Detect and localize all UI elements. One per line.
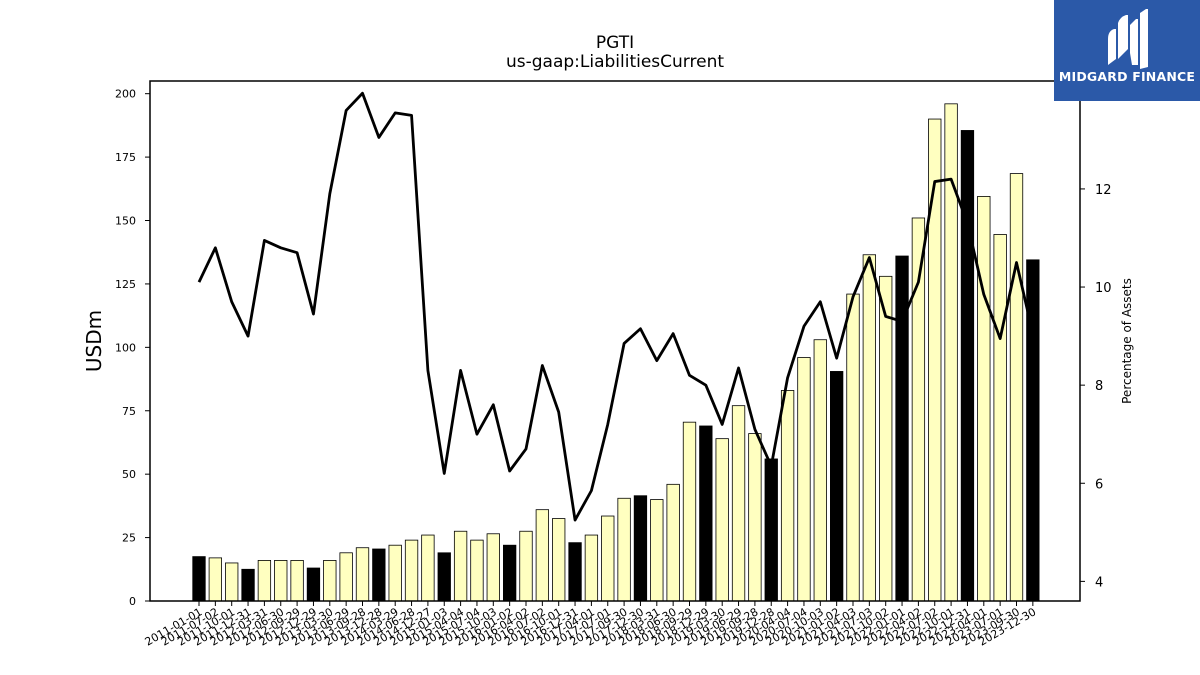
bar-2011-12-31: [241, 568, 255, 602]
bar-2021-04-03: [846, 293, 860, 602]
logo-text: MIDGARD FINANCE: [1058, 69, 1196, 84]
left-tick-label: 150: [115, 215, 136, 228]
percentage-line: [197, 91, 1035, 522]
bar-2017-04-01: [584, 534, 599, 602]
bar-2012-03-31: [257, 560, 272, 602]
bar-2013-12-28: [372, 548, 386, 602]
bar-2018-12-29: [699, 425, 713, 602]
bar-2022-07-02: [928, 118, 942, 602]
y-axis-label: USDm: [82, 310, 106, 372]
bar-2021-01-02: [830, 371, 844, 602]
bar-2023-09-30: [1009, 173, 1024, 602]
bar-2016-10-01: [552, 518, 566, 602]
midgard-logo-icon: [1108, 9, 1148, 69]
left-tick-label: 200: [115, 88, 136, 101]
right-tick-label: 12: [1095, 183, 1112, 198]
bar-2011-01-01: [192, 556, 206, 602]
bar-2017-07-01: [601, 515, 615, 602]
line-series: [197, 91, 1035, 522]
bar-2011-07-02: [208, 557, 223, 602]
bar-2013-09-28: [355, 547, 370, 602]
bar-2021-07-03: [862, 254, 876, 602]
right-axis-ticks: 4 6 8 10 12: [1080, 183, 1112, 590]
bar-2019-12-28: [764, 458, 778, 602]
bar-2020-04-04: [780, 390, 795, 602]
bar-2011-10-01: [225, 562, 239, 602]
left-tick-label: 75: [122, 405, 136, 418]
left-tick-label: 25: [122, 532, 136, 545]
right-tick-label: 4: [1095, 575, 1103, 590]
bar-2012-06-30: [274, 560, 288, 602]
right-tick-label: 10: [1095, 281, 1112, 296]
bar-2016-04-02: [519, 530, 533, 602]
y2-axis-label: Percentage of Assets: [1120, 278, 1134, 404]
bar-2018-06-30: [666, 483, 680, 602]
x-axis-ticks: 2011-01-012011-07-022011-10-012011-12-31…: [143, 601, 1038, 649]
bar-2014-03-29: [388, 544, 402, 602]
right-tick-label: 8: [1095, 379, 1103, 394]
bar-2016-12-31: [568, 542, 582, 602]
bar-2013-06-29: [339, 552, 353, 602]
bar-2017-09-30: [617, 497, 631, 602]
chart-title: PGTI: [595, 33, 635, 53]
bar-2019-09-28: [748, 433, 762, 602]
bar-2023-04-01: [977, 196, 991, 602]
right-tick-label: 6: [1095, 477, 1103, 492]
left-tick-label: 0: [129, 595, 136, 608]
bar-2012-12-29: [306, 567, 321, 602]
bar-2012-09-29: [290, 560, 304, 602]
bar-2014-12-27: [421, 534, 435, 602]
left-tick-label: 100: [115, 341, 136, 354]
bar-2018-03-31: [650, 499, 664, 602]
bar-2013-03-30: [323, 560, 337, 602]
bar-2014-06-28: [404, 539, 419, 602]
bar-2020-10-03: [813, 339, 827, 602]
bar-2022-12-31: [960, 130, 975, 602]
brand-logo: MIDGARD FINANCE: [1054, 0, 1200, 101]
bar-2018-09-29: [682, 421, 697, 602]
bar-2019-03-30: [715, 438, 729, 602]
bar-2015-01-03: [437, 552, 451, 602]
left-tick-label: 125: [115, 278, 136, 291]
left-tick-label: 50: [122, 468, 136, 481]
bar-2015-04-04: [453, 530, 468, 602]
left-tick-label: 175: [115, 151, 136, 164]
bar-2016-01-02: [502, 544, 517, 602]
chart-subtitle: us-gaap:LiabilitiesCurrent: [505, 52, 725, 72]
bar-2023-07-01: [993, 234, 1007, 602]
left-axis-ticks: 0 25 50 75 100 125 150 175 200: [115, 88, 150, 608]
bar-2017-12-30: [633, 495, 648, 602]
bar-2015-10-03: [486, 533, 500, 602]
bar-2019-06-29: [731, 405, 746, 602]
bar-series: [192, 103, 1040, 602]
bar-2015-07-04: [470, 539, 484, 602]
plot-frame: [149, 80, 1081, 602]
bar-2020-07-04: [797, 357, 811, 602]
bar-2021-10-02: [879, 275, 893, 602]
bar-2016-07-02: [535, 509, 549, 602]
